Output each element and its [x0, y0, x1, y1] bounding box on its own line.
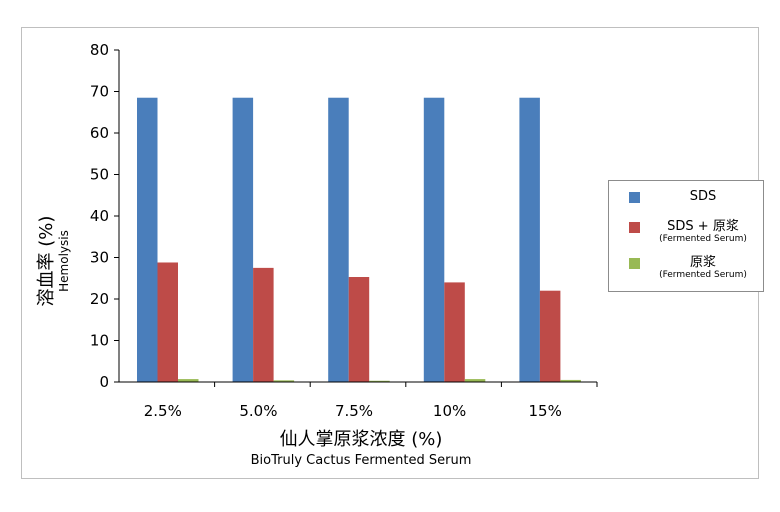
x-tick-label: 10%: [433, 402, 466, 420]
legend-sublabel: (Fermented Serum): [659, 234, 747, 244]
x-axis-sublabel: BioTruly Cactus Fermented Serum: [251, 453, 472, 468]
y-tick-label: 0: [99, 373, 109, 391]
x-tick-label: 15%: [529, 402, 562, 420]
bar-1-1: [137, 97, 158, 382]
legend-text: 原浆 (Fermented Serum): [645, 256, 761, 281]
bar-2-1: [157, 262, 178, 382]
legend-label: SDS: [689, 189, 717, 204]
y-tick-label: 50: [90, 166, 109, 184]
y-tick-label: 30: [90, 249, 109, 267]
bar-1-4: [423, 97, 445, 382]
legend: SDS SDS + 原浆 (Fermented Serum) 原浆 (Fermented…: [608, 180, 764, 292]
bar-3-3: [369, 380, 390, 382]
legend-swatch: [629, 258, 640, 269]
legend-item-3: 原浆 (Fermented Serum): [609, 253, 763, 283]
bar-1-2: [232, 97, 254, 382]
bar-2-2: [253, 267, 274, 382]
legend-text: SDS + 原浆 (Fermented Serum): [645, 220, 761, 245]
y-tick-label: 20: [90, 290, 109, 308]
legend-text: SDS: [645, 190, 761, 204]
legend-label: SDS + 原浆: [667, 219, 739, 234]
bar-chart: 0 10 20 30 40 50 60 70 80 2.5% 5.0% 7.5% 10% 15% 溶血率…: [36, 41, 598, 468]
bar-3-4: [464, 379, 486, 382]
y-tick-label: 80: [90, 41, 109, 59]
legend-item-2: SDS + 原浆 (Fermented Serum): [609, 217, 763, 247]
y-tick-label: 70: [90, 83, 109, 101]
legend-swatch: [629, 192, 640, 203]
legend-sublabel: (Fermented Serum): [659, 270, 747, 280]
x-tick-label: 7.5%: [335, 402, 373, 420]
bar-2-5: [539, 290, 561, 382]
legend-swatch: [629, 222, 640, 233]
bar-3-2: [273, 380, 295, 382]
x-axis-label: 仙人掌原浆浓度 (%): [280, 429, 443, 450]
y-tick-label: 60: [90, 124, 109, 142]
legend-label: 原浆: [689, 255, 716, 270]
legend-item-1: SDS: [609, 187, 763, 217]
y-tick-label: 40: [90, 207, 109, 225]
bar-3-1: [178, 379, 199, 382]
y-tick-label: 10: [90, 332, 109, 350]
y-axis-sublabel: Hemolysis: [57, 230, 71, 292]
bar-2-4: [444, 282, 465, 382]
y-axis-ticks: 0 10 20 30 40 50 60 70 80: [90, 41, 119, 391]
bar-2-3: [348, 277, 370, 382]
y-axis-label: 溶血率 (%): [36, 216, 57, 307]
bars: [137, 97, 581, 382]
x-tick-label: 5.0%: [239, 402, 277, 420]
bar-3-5: [560, 379, 581, 382]
bar-1-5: [519, 97, 540, 382]
bar-1-3: [328, 97, 349, 382]
chart-frame: 0 10 20 30 40 50 60 70 80 2.5% 5.0% 7.5% 10% 15% 溶血率…: [21, 27, 764, 479]
x-axis-ticks: 2.5% 5.0% 7.5% 10% 15%: [144, 382, 598, 420]
x-tick-label: 2.5%: [144, 402, 182, 420]
